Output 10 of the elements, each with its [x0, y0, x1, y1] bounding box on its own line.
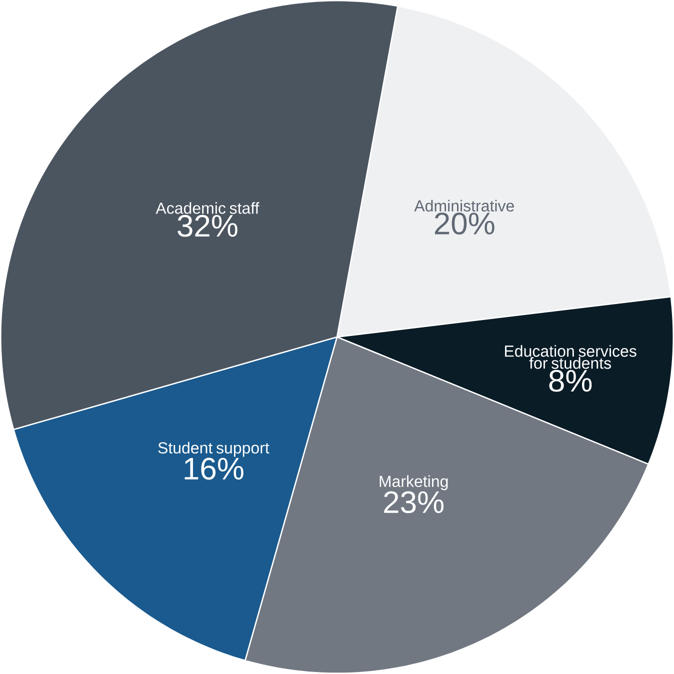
data-label: 23% [384, 491, 444, 514]
slice-label: Administrative [414, 200, 514, 212]
slice-label: Academic staff [156, 202, 260, 214]
slice-label: Education services for students [505, 345, 636, 369]
data-label: 32% [178, 214, 238, 237]
data-label: 20% [434, 212, 494, 235]
slice-label: Marketing [380, 475, 448, 490]
data-label: 8% [549, 370, 592, 392]
data-label: 16% [184, 458, 244, 480]
slice-label: Student support [158, 442, 270, 457]
